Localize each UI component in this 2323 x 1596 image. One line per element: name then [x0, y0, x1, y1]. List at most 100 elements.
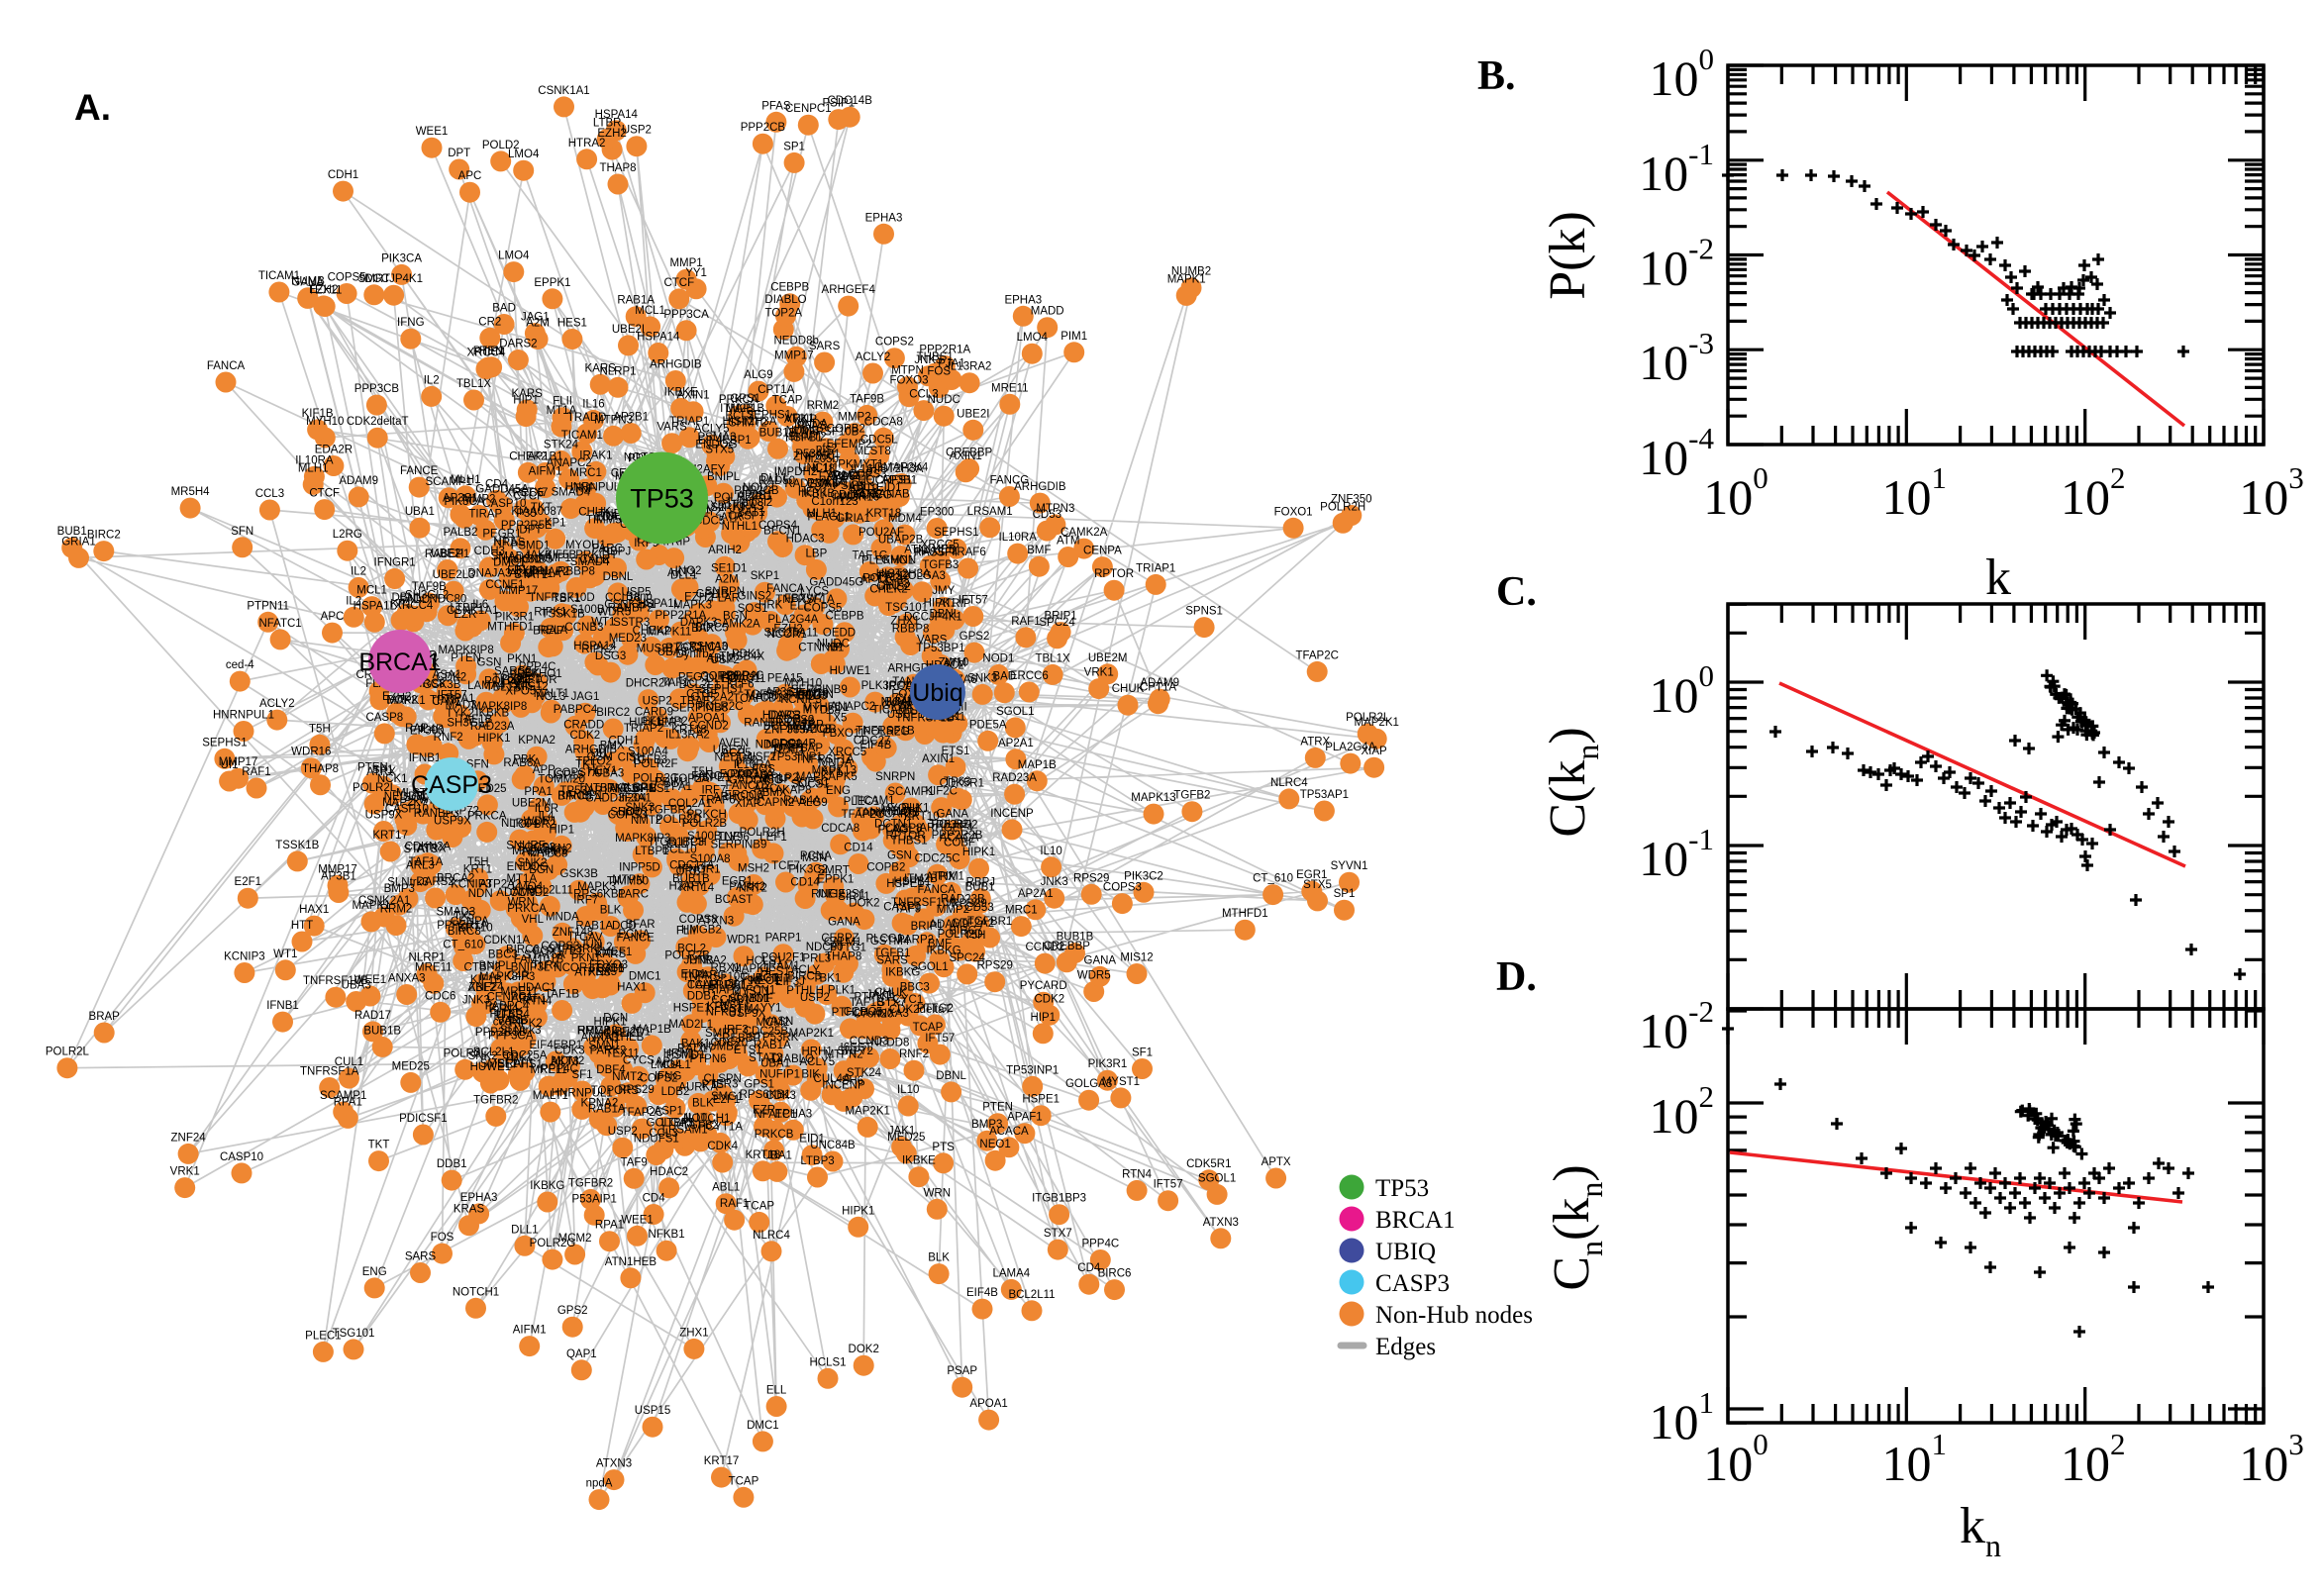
svg-text:POLR2B: POLR2B: [682, 818, 728, 830]
svg-text:STAT5A: STAT5A: [524, 949, 565, 961]
svg-text:CUL1: CUL1: [335, 1056, 363, 1068]
svg-text:NP: NP: [827, 643, 843, 654]
svg-text:RAD23A: RAD23A: [992, 772, 1037, 784]
svg-text:PIK3C2: PIK3C2: [1124, 870, 1163, 882]
svg-text:RPS6KB1: RPS6KB1: [573, 888, 625, 900]
svg-text:BMP3: BMP3: [384, 883, 415, 895]
svg-text:LYCS: LYCS: [800, 585, 830, 597]
svg-text:PBK: PBK: [517, 668, 540, 680]
svg-text:BECN1: BECN1: [763, 526, 801, 538]
svg-text:IKBKG: IKBKG: [885, 967, 920, 979]
svg-text:UBA3: UBA3: [342, 980, 371, 992]
svg-text:GADD45G: GADD45G: [809, 577, 863, 589]
svg-text:IRF9: IRF9: [721, 502, 746, 514]
svg-text:NCOR1: NCOR1: [554, 962, 593, 974]
svg-text:MAPKAPK5: MAPKAPK5: [796, 771, 858, 783]
svg-text:RRAS: RRAS: [737, 770, 768, 782]
svg-text:DOK2: DOK2: [386, 695, 417, 707]
svg-text:TGFBR3: TGFBR3: [744, 689, 788, 701]
svg-text:ITGB1BP3: ITGB1BP3: [650, 837, 704, 848]
svg-text:HSPE1: HSPE1: [673, 1003, 711, 1015]
svg-text:KRT17: KRT17: [372, 830, 408, 842]
svg-text:CDKN2A: CDKN2A: [405, 842, 452, 853]
svg-text:DOK2: DOK2: [849, 898, 879, 910]
svg-text:GANA: GANA: [937, 809, 969, 821]
svg-text:RNF2: RNF2: [434, 732, 463, 744]
svg-text:HSPE1: HSPE1: [886, 878, 924, 890]
svg-text:HCLS1: HCLS1: [809, 1356, 846, 1368]
svg-text:CDK3: CDK3: [765, 1090, 796, 1102]
svg-text:TRIAP2: TRIAP2: [530, 566, 569, 578]
svg-text:CHUK: CHUK: [1112, 683, 1145, 695]
svg-text:NDUFS1: NDUFS1: [634, 1134, 679, 1146]
svg-text:NOD2: NOD2: [743, 482, 774, 494]
svg-text:ARIH2: ARIH2: [708, 545, 742, 556]
svg-text:KRAS: KRAS: [454, 1204, 485, 1216]
svg-text:PPP3CA: PPP3CA: [663, 309, 709, 321]
svg-text:LDB2: LDB2: [661, 1086, 690, 1098]
svg-text:MLST8: MLST8: [855, 446, 891, 457]
svg-text:ATXN3: ATXN3: [596, 1458, 632, 1470]
svg-text:LAMA4: LAMA4: [467, 680, 505, 692]
svg-text:PDE5A: PDE5A: [969, 719, 1007, 731]
svg-text:PTHLH: PTHLH: [832, 1007, 869, 1019]
svg-text:CD14: CD14: [844, 843, 873, 854]
svg-text:SH6: SH6: [842, 1075, 863, 1087]
svg-text:HDAC3: HDAC3: [786, 534, 825, 546]
svg-text:AP2B1: AP2B1: [737, 490, 772, 502]
svg-text:ARL3: ARL3: [406, 860, 435, 872]
svg-text:HEY1: HEY1: [587, 765, 617, 777]
svg-text:EPPK1: EPPK1: [708, 980, 745, 992]
svg-text:FOXO3: FOXO3: [890, 375, 929, 387]
svg-text:RTN4: RTN4: [489, 1003, 519, 1015]
svg-text:NCOR1: NCOR1: [766, 629, 806, 641]
svg-text:STX5: STX5: [705, 444, 734, 455]
svg-text:SARS: SARS: [876, 954, 908, 966]
svg-text:RPA1: RPA1: [595, 1220, 624, 1232]
svg-text:TBL1X: TBL1X: [486, 681, 521, 693]
svg-text:CCND2: CCND2: [1025, 942, 1064, 953]
svg-text:CD14: CD14: [760, 692, 790, 704]
svg-text:BCL2: BCL2: [725, 411, 754, 423]
svg-text:k: k: [1985, 549, 2011, 606]
svg-text:SMAD4: SMAD4: [552, 487, 591, 499]
svg-text:POLR2I: POLR2I: [932, 819, 972, 831]
svg-text:GANA: GANA: [1084, 954, 1117, 966]
svg-text:TAF9: TAF9: [621, 1156, 648, 1168]
svg-text:CR2: CR2: [859, 489, 882, 501]
svg-text:CAMK2A: CAMK2A: [1060, 527, 1108, 539]
svg-text:GSK3B: GSK3B: [560, 868, 599, 880]
svg-text:TP53INP1: TP53INP1: [1006, 1064, 1059, 1076]
svg-text:ATM: ATM: [1057, 536, 1079, 548]
svg-text:HIST2H3A: HIST2H3A: [869, 463, 924, 475]
svg-text:INCENP: INCENP: [822, 1079, 865, 1091]
svg-text:CAMK2A: CAMK2A: [713, 619, 760, 631]
svg-text:PEX5: PEX5: [588, 966, 617, 978]
svg-text:PFAS: PFAS: [797, 421, 827, 433]
svg-text:TP53AP1: TP53AP1: [1300, 789, 1349, 801]
svg-text:MIS12: MIS12: [1120, 952, 1153, 964]
svg-text:APTX: APTX: [1262, 1156, 1291, 1168]
svg-text:PPP2CB: PPP2CB: [787, 724, 833, 736]
svg-text:PPP2R1A: PPP2R1A: [437, 920, 488, 932]
svg-text:TP63: TP63: [944, 776, 971, 788]
svg-text:RPS29: RPS29: [1073, 872, 1109, 884]
svg-text:KRT2: KRT2: [739, 883, 767, 895]
svg-text:KIAA0087: KIAA0087: [511, 506, 562, 518]
svg-text:NLRC4: NLRC4: [501, 818, 539, 830]
svg-text:POU2AF: POU2AF: [858, 527, 904, 539]
svg-text:SYVN1: SYVN1: [1331, 860, 1368, 872]
svg-text:TNTBTK2: TNTBTK2: [578, 783, 629, 795]
svg-text:POLR2I: POLR2I: [720, 670, 760, 682]
svg-text:FBXW7: FBXW7: [784, 593, 824, 605]
svg-text:FXYD6: FXYD6: [819, 471, 856, 483]
svg-text:EID1: EID1: [876, 482, 902, 494]
svg-text:GRIA1: GRIA1: [836, 513, 870, 525]
svg-text:A2M: A2M: [509, 567, 533, 579]
svg-text:GPS1: GPS1: [730, 393, 760, 405]
svg-text:PPP2R5B: PPP2R5B: [475, 1027, 527, 1039]
svg-text:GMAP2K4: GMAP2K4: [874, 462, 929, 474]
svg-text:SOS1: SOS1: [738, 603, 768, 615]
svg-text:MAPK8IP3: MAPK8IP3: [479, 971, 535, 983]
svg-text:T5H: T5H: [309, 723, 331, 735]
